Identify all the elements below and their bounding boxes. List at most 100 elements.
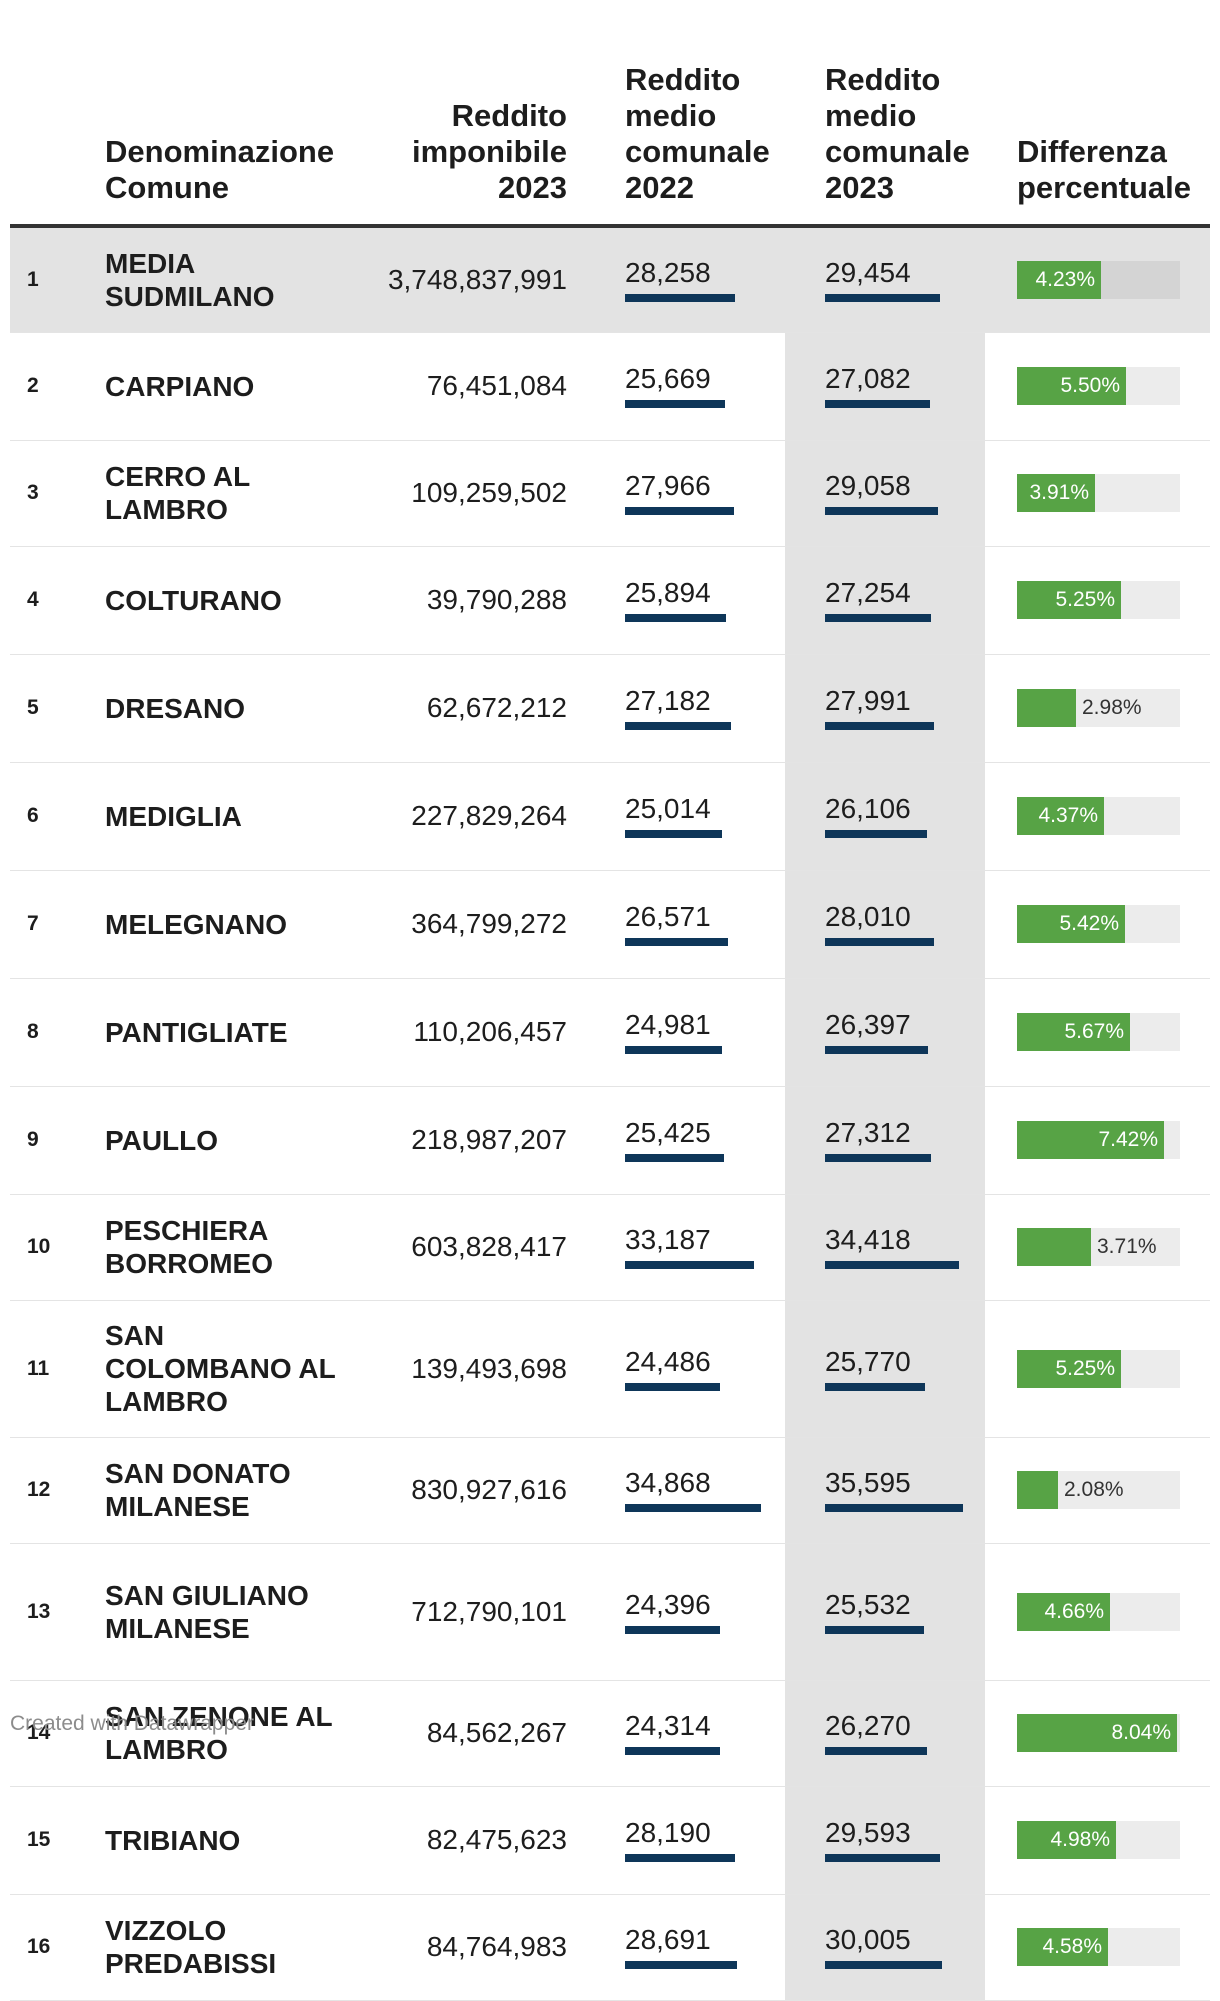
header-percent-difference[interactable]: Differenza percentuale	[985, 0, 1210, 228]
percent-difference-track: 5.25%	[1017, 581, 1180, 619]
mean-2023-value: 35,595	[825, 1467, 911, 1498]
mean-2022-value-group: 28,258	[625, 257, 735, 302]
mean-2022-value: 28,190	[625, 1817, 711, 1848]
row-mean-2023-cell: 29,593	[785, 1786, 985, 1895]
percent-difference-bar	[1017, 689, 1076, 727]
mean-2022-bar	[625, 1747, 720, 1755]
header-mean-income-2022[interactable]: Reddito medio comunale 2022	[585, 0, 785, 228]
percent-difference-label: 5.25%	[1055, 588, 1115, 611]
mean-2023-value: 29,454	[825, 256, 911, 288]
row-mean-2022-cell: 24,981	[585, 978, 785, 1087]
mean-2023-value: 27,082	[825, 363, 911, 394]
percent-difference-label: 4.37%	[1038, 804, 1098, 827]
mean-2022-value-group: 27,966	[625, 471, 734, 515]
row-rank: 16	[10, 1894, 105, 2001]
row-mean-2023-cell: 28,010	[785, 870, 985, 979]
percent-difference-track: 4.98%	[1017, 1821, 1180, 1859]
mean-2022-bar	[625, 1261, 754, 1269]
mean-2023-value-group: 27,254	[825, 578, 931, 622]
row-percent-difference-cell: 5.25%	[985, 546, 1210, 655]
percent-difference-bar	[1017, 905, 1125, 943]
mean-2023-bar	[825, 722, 934, 730]
row-municipality-name: MEDIGLIA	[105, 762, 355, 871]
table-row: 6 MEDIGLIA 227,829,264 25,014 26,106 4.37%	[10, 762, 1210, 871]
mean-2023-value-group: 26,106	[825, 794, 927, 838]
table-row: 11 SAN COLOMBANO AL LAMBRO 139,493,698 24,4…	[10, 1300, 1210, 1438]
row-taxable-income: 3,748,837,991	[355, 226, 585, 333]
row-municipality-name: PAULLO	[105, 1086, 355, 1195]
table-row: 13 SAN GIULIANO MILANESE 712,790,101 24,396…	[10, 1543, 1210, 1681]
mean-2022-bar	[625, 507, 734, 515]
mean-2023-value-group: 28,010	[825, 902, 934, 946]
row-percent-difference-cell: 3.71%	[985, 1194, 1210, 1301]
mean-2023-value-group: 25,770	[825, 1345, 925, 1391]
table-row: 5 DRESANO 62,672,212 27,182 27,991 2.98%	[10, 654, 1210, 763]
percent-difference-bar	[1017, 797, 1104, 835]
table-row: 9 PAULLO 218,987,207 25,425 27,312 7.42%	[10, 1086, 1210, 1195]
mean-2023-value: 25,770	[825, 1345, 911, 1377]
row-taxable-income: 84,562,267	[355, 1680, 585, 1787]
mean-2023-bar	[825, 1504, 963, 1512]
percent-difference-track: 4.58%	[1017, 1928, 1180, 1966]
row-taxable-income: 227,829,264	[355, 762, 585, 871]
row-mean-2023-cell: 29,058	[785, 440, 985, 547]
percent-difference-track: 4.66%	[1017, 1592, 1180, 1631]
mean-2023-bar	[825, 614, 931, 622]
mean-2022-value: 27,966	[625, 470, 711, 501]
percent-difference-label: 2.08%	[1064, 1478, 1124, 1501]
row-municipality-name: SAN GIULIANO MILANESE	[105, 1543, 355, 1681]
row-municipality-name: VIZZOLO PREDABISSI	[105, 1894, 355, 2001]
mean-2023-value: 28,010	[825, 901, 911, 932]
percent-difference-bar	[1017, 1714, 1177, 1752]
row-rank: 7	[10, 870, 105, 979]
percent-difference-label: 2.98%	[1082, 696, 1142, 719]
header-taxable-income[interactable]: Reddito imponibile 2023	[355, 0, 585, 228]
datawrapper-credit[interactable]: Created with Datawrapper	[10, 1712, 254, 1735]
percent-difference-bar	[1017, 1013, 1130, 1051]
row-rank: 5	[10, 654, 105, 763]
mean-2023-value-group: 27,991	[825, 686, 934, 730]
row-percent-difference-cell: 4.37%	[985, 762, 1210, 871]
mean-2023-bar	[825, 400, 930, 408]
percent-difference-track: 3.71%	[1017, 1228, 1180, 1266]
mean-2023-value-group: 34,418	[825, 1225, 959, 1269]
table-row: 1 MEDIA SUDMILANO 3,748,837,991 28,258 29,45…	[10, 226, 1210, 333]
mean-2023-value: 34,418	[825, 1224, 911, 1255]
percent-difference-bar	[1017, 1121, 1164, 1159]
row-percent-difference-cell: 5.42%	[985, 870, 1210, 979]
percent-difference-label: 7.42%	[1098, 1128, 1158, 1151]
row-mean-2022-cell: 24,396	[585, 1543, 785, 1681]
row-rank: 11	[10, 1300, 105, 1438]
mean-2022-value: 34,868	[625, 1467, 711, 1498]
mean-2022-value-group: 34,868	[625, 1468, 761, 1512]
row-percent-difference-cell: 2.08%	[985, 1437, 1210, 1544]
mean-2022-value-group: 28,691	[625, 1925, 737, 1969]
row-rank: 15	[10, 1786, 105, 1895]
mean-2022-value-group: 26,571	[625, 902, 728, 946]
header-name[interactable]: Denominazione Comune	[105, 0, 355, 228]
mean-2022-value: 24,396	[625, 1588, 711, 1620]
header-rank[interactable]	[10, 0, 105, 228]
percent-difference-track: 5.67%	[1017, 1013, 1180, 1051]
table-row: 2 CARPIANO 76,451,084 25,669 27,082 5.50%	[10, 332, 1210, 441]
mean-2022-value-group: 28,190	[625, 1818, 735, 1862]
row-municipality-name: MELEGNANO	[105, 870, 355, 979]
mean-2022-value-group: 25,014	[625, 794, 722, 838]
mean-2022-value-group: 24,396	[625, 1588, 720, 1634]
row-mean-2022-cell: 25,425	[585, 1086, 785, 1195]
row-mean-2022-cell: 24,486	[585, 1300, 785, 1438]
row-taxable-income: 218,987,207	[355, 1086, 585, 1195]
header-mean-income-2023[interactable]: Reddito medio comunale 2023	[785, 0, 985, 228]
mean-2022-value: 25,014	[625, 793, 711, 824]
row-mean-2023-cell: 27,254	[785, 546, 985, 655]
row-mean-2022-cell: 33,187	[585, 1194, 785, 1301]
mean-2023-value-group: 30,005	[825, 1925, 942, 1969]
percent-difference-track: 4.37%	[1017, 797, 1180, 835]
mean-2022-bar	[625, 722, 731, 730]
row-percent-difference-cell: 3.91%	[985, 440, 1210, 547]
percent-difference-label: 5.25%	[1055, 1356, 1115, 1380]
percent-difference-label: 3.91%	[1029, 481, 1089, 504]
mean-2022-value-group: 27,182	[625, 686, 731, 730]
percent-difference-track: 8.04%	[1017, 1714, 1180, 1752]
row-mean-2022-cell: 28,691	[585, 1894, 785, 2001]
